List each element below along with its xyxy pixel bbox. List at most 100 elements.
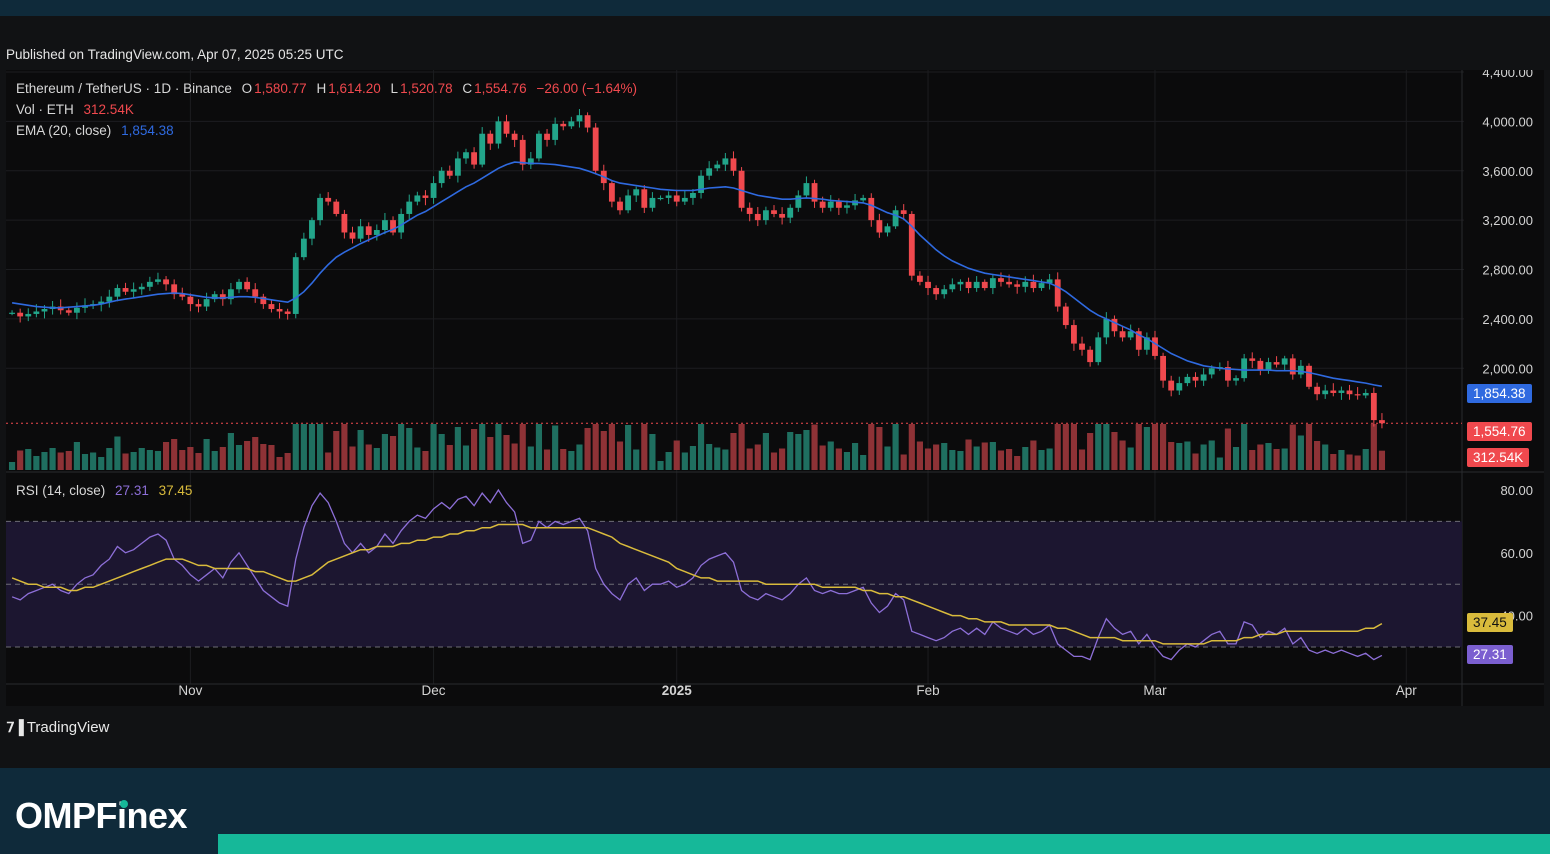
candle-body	[827, 201, 834, 208]
candle-body	[1071, 325, 1077, 344]
volume-bar	[1119, 440, 1126, 470]
candle-body	[1362, 392, 1369, 396]
volume-bar	[1346, 454, 1353, 470]
volume-bar	[98, 457, 105, 470]
candle-body	[1233, 378, 1239, 381]
candle-body	[382, 220, 388, 231]
candle-body	[260, 296, 267, 305]
tradingview-logo[interactable]: 𝟩▐ TradingView	[6, 719, 109, 736]
candle-body	[1354, 394, 1361, 396]
volume-bar	[292, 424, 299, 470]
candle-body	[673, 195, 680, 202]
candle-body	[965, 281, 972, 289]
close-label: C	[462, 81, 473, 96]
low-value: 1,520.78	[400, 81, 453, 96]
time-tick-label: Mar	[1143, 683, 1167, 698]
brand-right: nex	[126, 795, 188, 836]
volume-bar	[519, 424, 526, 470]
candle-body	[390, 220, 396, 233]
candle-body	[25, 313, 32, 317]
volume-bar	[1208, 440, 1215, 470]
open-label: O	[241, 81, 253, 96]
symbol-name[interactable]: Ethereum / TetherUS · 1D · Binance	[16, 81, 232, 96]
candle-body	[576, 115, 583, 122]
candle-body	[1249, 358, 1256, 361]
price-tick-label: 2,000.00	[1482, 361, 1533, 376]
change-value: −26.00 (−1.64%)	[536, 81, 638, 96]
volume-bar	[543, 449, 551, 470]
candle-body	[1314, 386, 1321, 395]
volume-label[interactable]: Vol · ETH	[16, 102, 74, 117]
volume-bar	[389, 436, 397, 470]
candle-body	[1330, 390, 1337, 393]
candle-body	[373, 230, 380, 235]
candle-body	[617, 201, 623, 211]
candle-body	[625, 195, 632, 211]
volume-bar	[908, 424, 915, 470]
volume-bar	[689, 446, 697, 470]
candle-body	[333, 201, 340, 214]
candle-body	[1176, 383, 1183, 391]
ema-price-tag: 1,854.38	[1467, 384, 1532, 403]
candle-body	[365, 226, 372, 235]
time-tick-label: 2025	[662, 683, 693, 698]
volume-bar	[1005, 449, 1013, 470]
volume-bar	[325, 452, 332, 470]
candle-body	[106, 296, 113, 302]
candle-body	[844, 205, 850, 208]
candle-body	[544, 133, 550, 140]
volume-bar	[851, 443, 859, 470]
volume-bar	[17, 450, 24, 470]
volume-legend: Vol · ETH 312.54K	[16, 102, 136, 117]
brand-accent-bar	[218, 834, 1550, 854]
volume-bar	[657, 461, 664, 470]
volume-bar	[227, 433, 234, 470]
volume-bar	[535, 424, 543, 470]
volume-bar	[779, 448, 786, 470]
candle-body	[1022, 281, 1029, 287]
volume-bar	[114, 436, 121, 470]
volume-bar	[1038, 450, 1045, 470]
volume-bar	[260, 444, 267, 470]
volume-bar	[933, 444, 940, 470]
volume-bar	[843, 452, 851, 470]
rsi-label[interactable]: RSI (14, close)	[16, 483, 106, 498]
candle-body	[41, 309, 48, 312]
volume-bar	[57, 452, 64, 470]
candle-body	[690, 192, 696, 198]
candle-body	[479, 133, 486, 165]
time-tick-label: Dec	[422, 683, 446, 698]
candle-body	[568, 121, 575, 127]
candle-body	[665, 195, 672, 198]
candle-body	[916, 275, 923, 282]
tradingview-mark-icon: 𝟩▐	[6, 719, 24, 735]
volume-bar	[187, 447, 194, 470]
price-tick-label: 4,400.00	[1482, 70, 1533, 80]
rsi-ma-value: 37.45	[158, 483, 193, 498]
volume-bar	[211, 451, 218, 470]
candle-body	[495, 121, 502, 144]
candle-body	[300, 238, 307, 258]
chart-area[interactable]: 4,400.00 4,000.00 3,600.00 3,200.00 2,800.00…	[6, 70, 1544, 706]
candle-body	[463, 152, 469, 159]
volume-bar	[373, 448, 380, 470]
volume-bar	[365, 444, 372, 470]
volume-bar	[762, 433, 769, 470]
candle-body	[446, 170, 453, 176]
volume-bar	[770, 452, 778, 470]
volume-bar	[90, 452, 97, 470]
close-price-tag: 1,554.76	[1467, 422, 1532, 441]
volume-bar	[414, 447, 421, 470]
volume-bar	[471, 429, 478, 470]
candle-body	[779, 213, 786, 218]
candle-body	[884, 226, 891, 233]
volume-bar	[276, 457, 283, 470]
ema-label[interactable]: EMA (20, close)	[16, 123, 112, 138]
chart-svg[interactable]: 4,400.00 4,000.00 3,600.00 3,200.00 2,800.00…	[6, 70, 1544, 706]
volume-bar	[600, 431, 607, 470]
volume-bar	[973, 446, 980, 470]
candle-body	[430, 183, 437, 198]
volume-bar	[25, 449, 32, 470]
candle-body	[933, 288, 940, 295]
ema-line	[11, 161, 1383, 388]
